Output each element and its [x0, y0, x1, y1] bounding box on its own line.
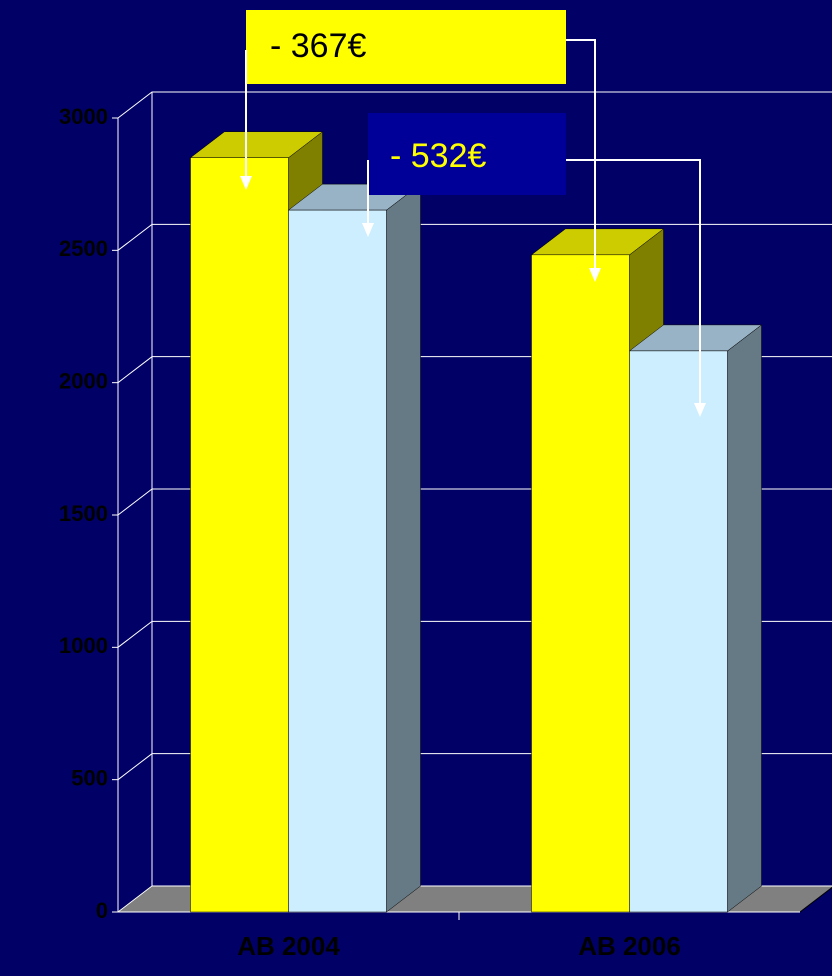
grid-line	[117, 223, 832, 251]
annotation-box	[368, 113, 566, 195]
x-tick-label: AB 2006	[578, 931, 681, 961]
arrowheads	[240, 176, 706, 417]
y-tick-label: 3000	[59, 104, 108, 129]
bar	[190, 157, 289, 913]
bar-side	[386, 183, 421, 913]
y-tick-label: 2500	[59, 236, 108, 261]
annotation: - 367€	[270, 27, 366, 65]
y-tick-label: 0	[96, 898, 108, 923]
arrowhead	[589, 268, 601, 282]
annotations: - 367€ - 532€	[240, 10, 706, 417]
connector	[566, 159, 701, 405]
bar	[531, 254, 630, 913]
arrowhead	[362, 223, 374, 237]
bar	[288, 209, 387, 913]
y-tick-label: 500	[71, 765, 108, 790]
arrowhead	[240, 176, 252, 190]
connector	[566, 39, 596, 270]
arrowhead	[694, 403, 706, 417]
y-tick-label: 1000	[59, 633, 108, 658]
bar-side	[727, 324, 762, 913]
y-tick-label: 1500	[59, 501, 108, 526]
bars	[189, 131, 763, 913]
annotation: - 532€	[390, 137, 486, 175]
bar	[629, 350, 728, 913]
annotation-box	[246, 10, 566, 84]
y-tick-label: 2000	[59, 368, 108, 393]
grid-line	[117, 91, 832, 119]
x-tick-label: AB 2004	[237, 931, 340, 961]
connectors	[245, 39, 701, 405]
